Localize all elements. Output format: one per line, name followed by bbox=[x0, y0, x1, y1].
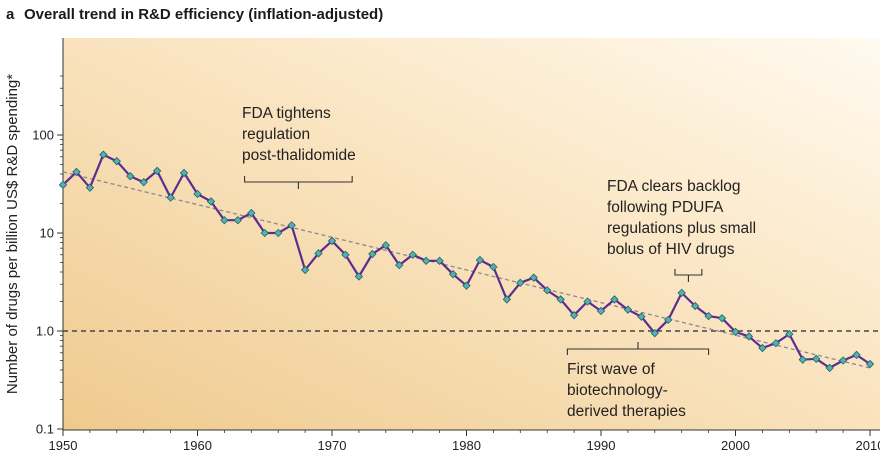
annotation-bracket bbox=[244, 176, 353, 189]
data-point bbox=[354, 272, 364, 281]
annotation-text: following PDUFA bbox=[607, 199, 724, 216]
lines bbox=[62, 171, 880, 369]
x-tick-label: 2010 bbox=[856, 438, 880, 453]
data-series bbox=[58, 150, 875, 373]
annotation-text: First wave of bbox=[567, 361, 656, 378]
data-point bbox=[596, 306, 606, 316]
data-point bbox=[58, 180, 68, 190]
data-point bbox=[475, 255, 485, 265]
data-point bbox=[341, 250, 350, 259]
data-point bbox=[489, 262, 498, 272]
data-point bbox=[569, 311, 579, 320]
data-point bbox=[556, 295, 565, 304]
data-point bbox=[785, 329, 794, 339]
data-point bbox=[637, 312, 646, 321]
data-point bbox=[798, 355, 807, 364]
y-tick-label: 1.0 bbox=[36, 324, 54, 339]
data-point bbox=[85, 183, 95, 192]
annotation-bracket bbox=[674, 269, 703, 282]
annotation-text: bolus of HIV drugs bbox=[607, 241, 735, 258]
data-point bbox=[247, 208, 256, 218]
data-point bbox=[623, 305, 633, 314]
data-point bbox=[193, 189, 202, 199]
annotation-text: post-thalidomide bbox=[242, 147, 356, 164]
data-point bbox=[421, 256, 431, 265]
data-point bbox=[112, 157, 121, 166]
data-point bbox=[435, 256, 444, 265]
data-point bbox=[825, 363, 834, 373]
data-point bbox=[717, 314, 727, 323]
data-point bbox=[206, 197, 216, 206]
data-point bbox=[664, 315, 673, 324]
data-point bbox=[408, 250, 417, 259]
data-point bbox=[650, 329, 659, 338]
data-point bbox=[704, 311, 713, 321]
panel-label: a bbox=[6, 6, 15, 23]
data-point bbox=[502, 295, 512, 304]
axes: 0.1 1.0 10 100 1950 1960 1970 1980 1990 2000 2010 bbox=[32, 38, 880, 453]
x-tick-label: 1990 bbox=[587, 438, 616, 453]
annotation-text: regulations plus small bbox=[607, 220, 756, 237]
annotation-text: FDA tightens bbox=[242, 105, 331, 122]
data-point bbox=[314, 249, 323, 258]
data-point bbox=[462, 281, 471, 290]
annotation-text: biotechnology- bbox=[567, 382, 668, 399]
y-tick-label: 10 bbox=[40, 226, 54, 241]
x-tick-label: 1980 bbox=[452, 438, 481, 453]
data-point bbox=[448, 270, 458, 279]
annotation-bracket bbox=[566, 342, 710, 355]
chart-title: Overall trend in R&D efficiency (inflati… bbox=[24, 6, 383, 23]
x-tick-label: 1950 bbox=[49, 438, 78, 453]
data-point bbox=[610, 295, 619, 304]
x-tick-label: 1970 bbox=[318, 438, 347, 453]
annotations: FDA tightens regulation post-thalidomide FD… bbox=[242, 105, 756, 420]
data-point bbox=[287, 221, 296, 230]
plot-background bbox=[63, 38, 880, 430]
data-point bbox=[583, 297, 592, 306]
data-point bbox=[865, 359, 875, 369]
data-point bbox=[543, 286, 552, 295]
data-point bbox=[731, 327, 740, 337]
y-axis-label: Number of drugs per billion US$ R&D spen… bbox=[4, 74, 21, 394]
data-point bbox=[233, 216, 243, 225]
data-point bbox=[516, 278, 525, 288]
data-point bbox=[677, 288, 686, 298]
data-point bbox=[139, 178, 148, 187]
data-point bbox=[381, 241, 390, 250]
data-point bbox=[771, 339, 781, 348]
data-point bbox=[166, 193, 175, 202]
data-point bbox=[758, 343, 767, 353]
x-tick-label: 2000 bbox=[721, 438, 750, 453]
data-point bbox=[260, 228, 269, 238]
annotation-text: FDA clears backlog bbox=[607, 178, 741, 195]
data-point bbox=[812, 354, 821, 363]
data-point bbox=[152, 166, 162, 176]
data-point bbox=[274, 228, 283, 238]
data-point bbox=[529, 273, 538, 282]
data-point bbox=[852, 350, 861, 360]
x-tick-label: 1960 bbox=[183, 438, 212, 453]
data-point bbox=[300, 265, 310, 275]
annotation-text: derived therapies bbox=[567, 403, 686, 420]
data-point bbox=[838, 356, 848, 365]
data-point bbox=[690, 301, 700, 311]
data-point bbox=[72, 167, 81, 177]
data-point bbox=[126, 172, 135, 181]
trend-line bbox=[62, 171, 871, 369]
data-point bbox=[327, 236, 337, 246]
data-point bbox=[179, 168, 189, 178]
annotation-text: regulation bbox=[242, 126, 310, 143]
y-tick-label: 0.1 bbox=[36, 422, 54, 437]
data-point bbox=[395, 260, 404, 270]
data-point bbox=[220, 216, 229, 225]
data-point bbox=[99, 150, 108, 159]
data-point bbox=[368, 249, 377, 259]
y-tick-label: 100 bbox=[32, 128, 54, 143]
data-point bbox=[744, 332, 754, 341]
